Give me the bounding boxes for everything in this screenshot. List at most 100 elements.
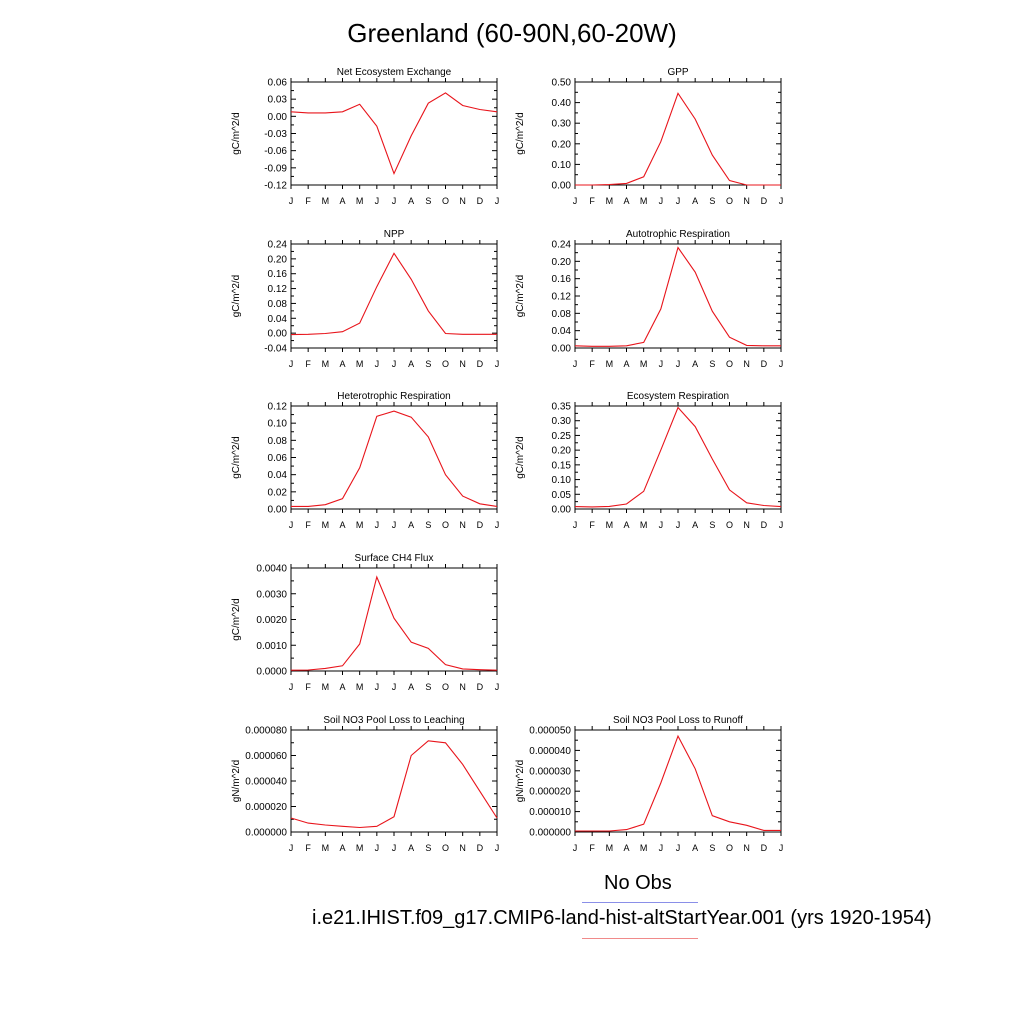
y-tick-label: 0.04 — [268, 314, 288, 325]
y-tick-label: 0.02 — [268, 487, 288, 498]
y-tick-label: 0.00 — [552, 505, 572, 516]
x-tick-label: J — [495, 843, 500, 853]
x-tick-label: A — [339, 359, 345, 369]
y-tick-label: 0.0030 — [256, 589, 287, 600]
y-tick-label: 0.12 — [552, 292, 572, 303]
series-line — [290, 252, 497, 336]
x-tick-label: M — [356, 359, 364, 369]
chart-title: Autotrophic Respiration — [626, 229, 730, 240]
x-tick-label: F — [305, 196, 311, 206]
x-tick-label: J — [289, 196, 294, 206]
y-tick-label: 0.20 — [552, 257, 572, 268]
x-tick-label: J — [495, 682, 500, 692]
y-tick-label: 0.00 — [268, 329, 288, 340]
x-tick-label: A — [623, 196, 629, 206]
x-tick-label: O — [726, 520, 733, 530]
x-tick-label: A — [692, 359, 698, 369]
y-tick-label: 0.000000 — [529, 828, 571, 839]
x-tick-label: O — [442, 359, 449, 369]
x-tick-label: O — [726, 843, 733, 853]
x-tick-label: M — [356, 682, 364, 692]
x-tick-label: F — [589, 359, 595, 369]
y-tick-label: 0.0040 — [256, 564, 287, 575]
series-line — [574, 246, 781, 347]
x-tick-label: A — [408, 359, 414, 369]
x-tick-label: J — [375, 359, 380, 369]
y-tick-label: -0.04 — [264, 344, 287, 355]
x-tick-label: S — [425, 682, 431, 692]
x-tick-label: S — [425, 196, 431, 206]
plot-frame — [574, 729, 782, 833]
x-tick-label: M — [640, 520, 648, 530]
y-tick-label: -0.09 — [264, 163, 287, 174]
x-tick-label: D — [477, 682, 484, 692]
y-tick-label: 0.04 — [268, 470, 288, 481]
chart-title: Heterotrophic Respiration — [337, 391, 450, 402]
y-tick-label: 0.20 — [552, 446, 572, 457]
x-tick-label: A — [692, 843, 698, 853]
x-tick-label: J — [659, 196, 664, 206]
legend-model-label: i.e21.IHIST.f09_g17.CMIP6-land-hist-altS… — [312, 907, 932, 929]
x-tick-label: J — [573, 196, 578, 206]
x-tick-label: N — [459, 196, 466, 206]
x-tick-label: M — [322, 520, 330, 530]
y-tick-label: 0.15 — [552, 460, 572, 471]
x-tick-label: J — [495, 196, 500, 206]
chart-panel: Surface CH4 Flux 0.0000 0.0010 0.0020 0.0030… — [231, 553, 500, 692]
x-tick-label: J — [779, 359, 784, 369]
x-tick-label: O — [442, 843, 449, 853]
y-tick-label: 0.20 — [268, 254, 288, 265]
y-tick-label: 0.08 — [268, 299, 288, 310]
y-tick-label: 0.0010 — [256, 641, 287, 652]
x-tick-label: J — [779, 196, 784, 206]
x-tick-label: M — [606, 196, 614, 206]
series-line — [290, 92, 498, 176]
x-tick-label: A — [408, 682, 414, 692]
series-line — [575, 734, 781, 832]
plot-frame — [574, 405, 782, 510]
x-tick-label: J — [659, 359, 664, 369]
y-axis-label: gC/m^2/d — [231, 598, 242, 641]
x-tick-label: J — [375, 682, 380, 692]
x-tick-label: N — [459, 682, 466, 692]
x-tick-label: M — [322, 359, 330, 369]
x-tick-label: J — [375, 520, 380, 530]
legend-obs-label: No Obs — [604, 872, 672, 894]
y-tick-label: 0.20 — [552, 139, 572, 150]
chart-title: Soil NO3 Pool Loss to Leaching — [323, 715, 464, 726]
x-tick-label: O — [726, 196, 733, 206]
x-tick-label: N — [743, 359, 750, 369]
y-axis-label: gN/m^2/d — [231, 760, 242, 803]
y-tick-label: 0.04 — [552, 326, 572, 337]
page-title: Greenland (60-90N,60-20W) — [347, 18, 677, 48]
x-tick-label: F — [589, 520, 595, 530]
chart-panel: Ecosystem Respiration 0.00 0.05 0.10 0.15 0.2… — [515, 391, 783, 530]
x-tick-label: M — [356, 520, 364, 530]
y-tick-label: 0.10 — [552, 475, 572, 486]
x-tick-label: N — [459, 843, 466, 853]
x-tick-label: M — [356, 843, 364, 853]
x-tick-label: J — [289, 843, 294, 853]
x-tick-label: J — [676, 196, 681, 206]
y-axis-label: gN/m^2/d — [515, 760, 526, 803]
x-tick-label: A — [339, 682, 345, 692]
x-tick-label: A — [408, 520, 414, 530]
y-tick-label: 0.000080 — [245, 726, 287, 737]
x-tick-label: J — [375, 196, 380, 206]
y-tick-label: 0.05 — [552, 490, 572, 501]
series-line — [290, 575, 498, 671]
x-tick-label: M — [606, 520, 614, 530]
chart-title: Surface CH4 Flux — [355, 553, 434, 564]
y-tick-label: 0.12 — [268, 284, 288, 295]
x-tick-label: S — [709, 359, 715, 369]
x-tick-label: M — [356, 196, 364, 206]
x-tick-label: N — [743, 843, 750, 853]
x-tick-label: O — [442, 520, 449, 530]
y-tick-label: 0.30 — [552, 119, 572, 130]
legend-obs-line — [582, 902, 698, 903]
x-tick-label: O — [726, 359, 733, 369]
chart-title: Ecosystem Respiration — [627, 391, 729, 402]
x-tick-label: J — [676, 843, 681, 853]
y-tick-label: 0.50 — [552, 78, 572, 89]
x-tick-label: J — [495, 520, 500, 530]
